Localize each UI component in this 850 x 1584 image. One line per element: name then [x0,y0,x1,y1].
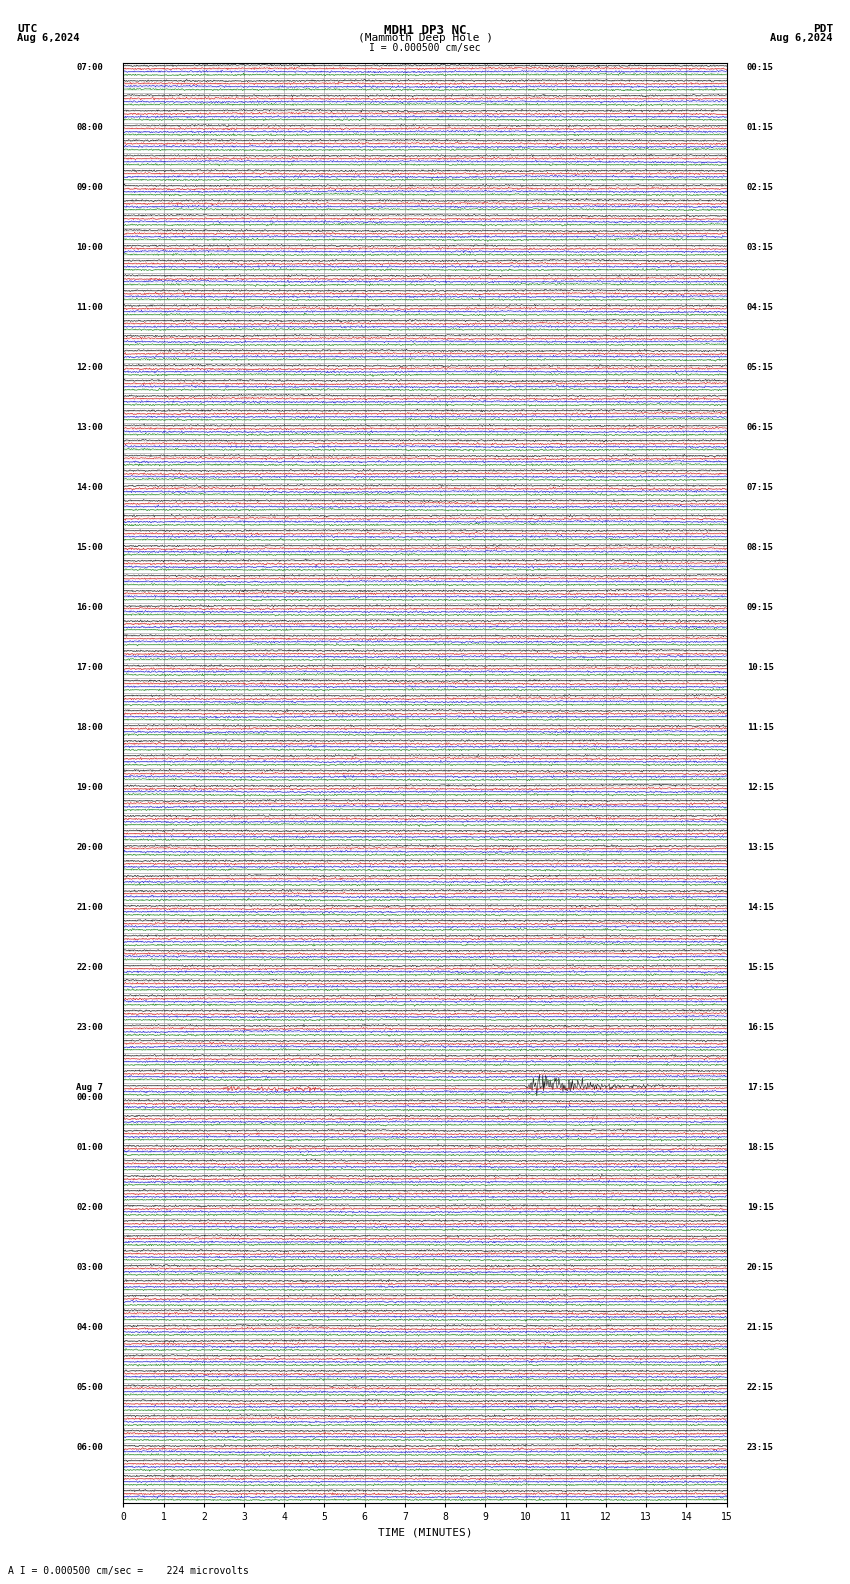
Text: 02:00: 02:00 [76,1202,103,1212]
Text: 03:15: 03:15 [747,242,774,252]
Text: 13:00: 13:00 [76,423,103,431]
Text: 20:00: 20:00 [76,843,103,852]
Text: Aug 6,2024: Aug 6,2024 [17,33,80,43]
Text: 03:00: 03:00 [76,1262,103,1272]
Text: 17:15: 17:15 [747,1083,774,1091]
X-axis label: TIME (MINUTES): TIME (MINUTES) [377,1527,473,1538]
Text: 11:15: 11:15 [747,722,774,732]
Text: 22:00: 22:00 [76,963,103,971]
Text: 02:15: 02:15 [747,182,774,192]
Text: 10:00: 10:00 [76,242,103,252]
Text: 21:00: 21:00 [76,903,103,912]
Text: 12:00: 12:00 [76,363,103,372]
Text: 16:15: 16:15 [747,1023,774,1031]
Text: UTC: UTC [17,24,37,33]
Text: 22:15: 22:15 [747,1383,774,1392]
Text: 20:15: 20:15 [747,1262,774,1272]
Text: 15:00: 15:00 [76,543,103,551]
Text: MDH1 DP3 NC: MDH1 DP3 NC [383,24,467,36]
Text: 19:00: 19:00 [76,782,103,792]
Text: 13:15: 13:15 [747,843,774,852]
Text: (Mammoth Deep Hole ): (Mammoth Deep Hole ) [358,33,492,43]
Text: 00:15: 00:15 [747,62,774,71]
Text: 07:00: 07:00 [76,62,103,71]
Text: 06:00: 06:00 [76,1443,103,1451]
Text: 14:00: 14:00 [76,483,103,491]
Text: 08:00: 08:00 [76,122,103,131]
Text: 07:15: 07:15 [747,483,774,491]
Text: 21:15: 21:15 [747,1323,774,1332]
Text: 08:15: 08:15 [747,543,774,551]
Text: 09:15: 09:15 [747,602,774,611]
Text: 09:00: 09:00 [76,182,103,192]
Text: 15:15: 15:15 [747,963,774,971]
Text: I = 0.000500 cm/sec: I = 0.000500 cm/sec [369,43,481,52]
Text: 12:15: 12:15 [747,782,774,792]
Text: Aug 7
00:00: Aug 7 00:00 [76,1083,103,1102]
Text: 05:00: 05:00 [76,1383,103,1392]
Text: 04:00: 04:00 [76,1323,103,1332]
Text: 05:15: 05:15 [747,363,774,372]
Text: 14:15: 14:15 [747,903,774,912]
Text: A I = 0.000500 cm/sec =    224 microvolts: A I = 0.000500 cm/sec = 224 microvolts [8,1567,249,1576]
Text: PDT: PDT [813,24,833,33]
Text: 23:15: 23:15 [747,1443,774,1451]
Text: 04:15: 04:15 [747,303,774,312]
Text: 01:15: 01:15 [747,122,774,131]
Text: 10:15: 10:15 [747,662,774,672]
Text: 18:00: 18:00 [76,722,103,732]
Text: 18:15: 18:15 [747,1142,774,1152]
Text: 06:15: 06:15 [747,423,774,431]
Text: 16:00: 16:00 [76,602,103,611]
Text: 23:00: 23:00 [76,1023,103,1031]
Text: 19:15: 19:15 [747,1202,774,1212]
Text: 11:00: 11:00 [76,303,103,312]
Text: Aug 6,2024: Aug 6,2024 [770,33,833,43]
Text: 17:00: 17:00 [76,662,103,672]
Text: 01:00: 01:00 [76,1142,103,1152]
